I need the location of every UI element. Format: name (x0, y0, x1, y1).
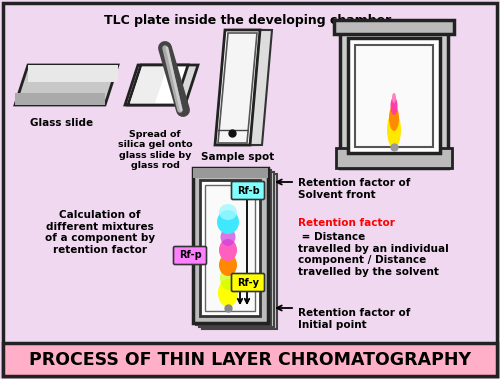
FancyBboxPatch shape (232, 274, 264, 291)
Bar (355, 45, 433, 147)
Bar (3, 343, 497, 376)
Ellipse shape (219, 239, 237, 261)
Polygon shape (125, 65, 198, 105)
Bar (340, 33, 448, 168)
Polygon shape (15, 65, 118, 105)
Text: Sample spot: Sample spot (202, 152, 274, 162)
Bar (200, 180, 260, 316)
Bar (3, 343, 497, 376)
Polygon shape (130, 67, 167, 103)
Polygon shape (223, 30, 268, 145)
Bar (199, 172, 274, 327)
FancyBboxPatch shape (232, 182, 264, 199)
Polygon shape (227, 30, 272, 145)
Polygon shape (219, 30, 264, 145)
Ellipse shape (218, 279, 238, 307)
Polygon shape (218, 33, 257, 143)
Text: Retention factor: Retention factor (298, 218, 395, 228)
Bar (193, 168, 268, 323)
Ellipse shape (220, 228, 236, 246)
Text: Glass slide: Glass slide (30, 118, 94, 128)
Ellipse shape (390, 97, 398, 115)
Text: TLC plate inside the developing chamber: TLC plate inside the developing chamber (104, 14, 392, 27)
Text: = Distance
travelled by an individual
component / Distance
travelled by the solv: = Distance travelled by an individual co… (298, 232, 449, 277)
Bar (202, 174, 277, 329)
Polygon shape (28, 65, 118, 82)
Bar (196, 170, 271, 325)
Text: Spread of
silica gel onto
glass slide by
glass rod: Spread of silica gel onto glass slide by… (118, 130, 192, 170)
Bar (348, 38, 440, 153)
Bar (205, 185, 255, 311)
Ellipse shape (219, 204, 237, 220)
Ellipse shape (219, 254, 237, 276)
Ellipse shape (392, 93, 396, 103)
Text: PROCESS OF THIN LAYER CHROMATOGRAPHY: PROCESS OF THIN LAYER CHROMATOGRAPHY (29, 351, 471, 369)
Ellipse shape (217, 210, 239, 234)
Ellipse shape (220, 266, 236, 290)
Text: Rf-b: Rf-b (236, 185, 260, 196)
FancyBboxPatch shape (174, 246, 206, 265)
Ellipse shape (387, 112, 401, 148)
Bar (334, 20, 454, 34)
Text: Retention factor of
Solvent front: Retention factor of Solvent front (298, 178, 410, 200)
Polygon shape (128, 65, 188, 105)
Bar (336, 148, 452, 168)
Bar (193, 168, 268, 178)
Ellipse shape (389, 105, 399, 131)
Text: Calculation of
different mixtures
of a component by
retention factor: Calculation of different mixtures of a c… (45, 210, 155, 255)
Text: Retention factor of
Initial point: Retention factor of Initial point (298, 308, 410, 330)
Text: Rf-y: Rf-y (237, 277, 259, 288)
Text: Rf-p: Rf-p (178, 251, 202, 260)
Polygon shape (15, 93, 105, 105)
Polygon shape (215, 30, 260, 145)
